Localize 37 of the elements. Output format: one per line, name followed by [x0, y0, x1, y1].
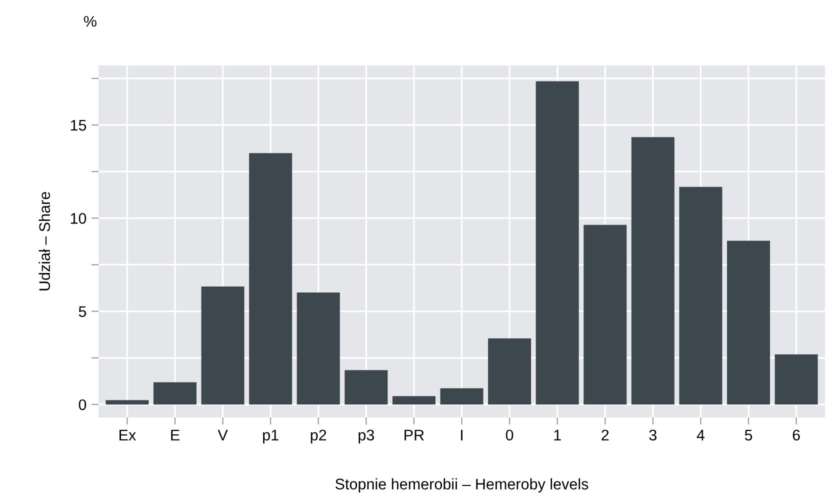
x-tick-label: PR	[404, 430, 424, 440]
x-tick-label: 1	[554, 430, 561, 440]
bar	[153, 382, 197, 404]
x-tick-label: p1	[263, 430, 278, 444]
x-tick-label: 2	[602, 430, 609, 440]
bar	[774, 354, 818, 404]
x-tick-label: 6	[792, 430, 800, 441]
bar	[631, 137, 674, 404]
bar	[344, 370, 388, 404]
x-tick-label: E	[171, 430, 180, 440]
bar	[296, 292, 340, 404]
bar	[584, 224, 627, 404]
y-tick-label: 5	[78, 306, 86, 317]
y-tick-label: 10	[70, 213, 86, 224]
bar	[536, 81, 579, 404]
y-tick-label: 15	[70, 120, 86, 131]
x-axis-title: Stopnie hemerobii – Hemeroby levels	[336, 478, 588, 492]
x-tick-label: 4	[696, 430, 705, 440]
bar	[679, 186, 722, 404]
x-tick-label: p2	[310, 430, 326, 444]
x-tick-label: 5	[744, 430, 752, 441]
bar	[201, 286, 244, 404]
bar	[392, 396, 436, 404]
y-tick-label: 0	[78, 399, 86, 410]
x-tick-label: I	[461, 430, 462, 440]
bar	[106, 400, 149, 404]
x-tick-label: p3	[358, 430, 374, 444]
x-tick-label: 3	[649, 430, 657, 441]
x-tick-label: Ex	[120, 430, 136, 440]
text: %	[84, 16, 96, 27]
bar	[249, 153, 292, 404]
bar	[488, 338, 532, 404]
x-tick-label: V	[218, 430, 228, 440]
x-tick-label: 0	[506, 430, 514, 441]
bar	[727, 240, 770, 404]
bar	[440, 388, 484, 404]
y-axis-title: Udział – Share	[38, 192, 50, 290]
